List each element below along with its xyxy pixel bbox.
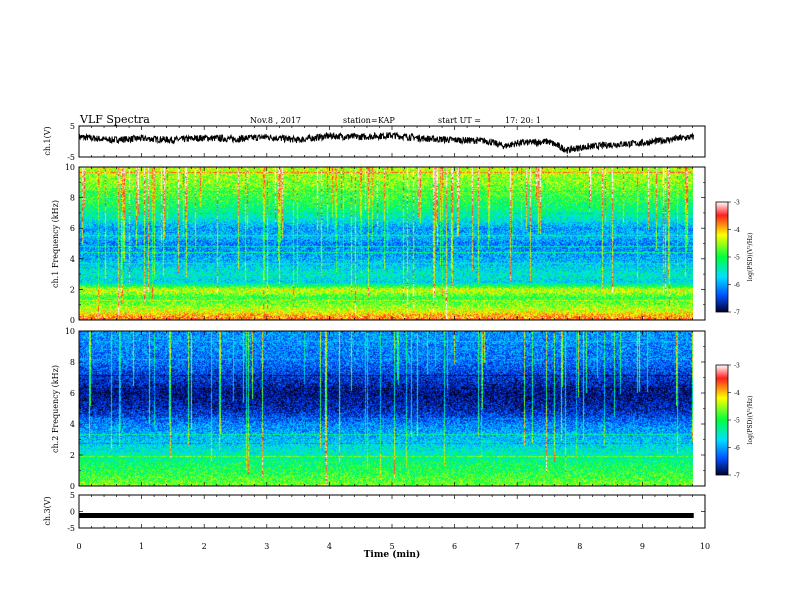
- colorbar-tick-label: -3: [734, 200, 740, 207]
- y-tick-label: 10: [65, 163, 75, 172]
- station-value: KAP: [378, 116, 395, 125]
- colorbar-tick-label: -7: [734, 473, 740, 480]
- colorbar-tick-label: -4: [734, 390, 740, 397]
- ch2-spectrogram-ylabel: ch.2 Frequency (kHz): [51, 365, 60, 453]
- station-label: station=: [343, 116, 378, 125]
- x-tick-label: 6: [452, 542, 457, 551]
- colorbar-tick-label: -7: [734, 310, 740, 317]
- y-tick-label: 6: [70, 224, 75, 233]
- colorbar-tick-label: -5: [734, 255, 740, 262]
- ch1-colorbar-label: log(PSD)(V²/Hz): [747, 233, 754, 282]
- x-tick-label: 4: [327, 542, 332, 551]
- x-tick-label: 8: [577, 542, 582, 551]
- ch1-waveform-panel: ch.1(V): [43, 125, 706, 158]
- x-tick-label: 2: [202, 542, 207, 551]
- y-tick-label: 4: [70, 255, 75, 264]
- x-tick-label: 3: [264, 542, 269, 551]
- start-time: 17: 20: 1: [505, 116, 541, 125]
- ch1-spectrogram-image: [79, 167, 693, 320]
- x-tick-label: 1: [139, 542, 144, 551]
- colorbar-tick-label: -3: [734, 363, 740, 370]
- ch3-waveform-ylabel: ch.3(V): [43, 496, 52, 525]
- date-text: Nov.8 , 2017: [250, 116, 301, 125]
- ch2-colorbar-label: log(PSD)(V²/Hz): [747, 396, 754, 445]
- ch2-colorbar: log(PSD)(V²/Hz): [715, 364, 754, 476]
- y-tick-label: 0: [70, 482, 75, 491]
- ch1-waveform-ylabel: ch.1(V): [43, 126, 52, 155]
- x-tick-label: 0: [76, 542, 81, 551]
- colorbar-tick-label: -4: [734, 227, 740, 234]
- ch3-waveform-panel: ch.3(V): [43, 494, 706, 529]
- ch1-waveform-line: [78, 131, 694, 154]
- y-tick-label: 6: [70, 389, 75, 398]
- figure-title: VLF Spectra: [79, 113, 150, 126]
- x-axis-label: Time (min): [364, 549, 421, 560]
- y-tick-label: 5: [70, 491, 75, 500]
- y-tick-label: 4: [70, 420, 75, 429]
- y-tick-label: 0: [70, 508, 75, 517]
- axis-ticks: 0 1 2 3 4 5 6 7 8 9 105-50246810024681050-5-3-4-5-…: [65, 122, 740, 551]
- ch2-spectrogram-image: [79, 331, 693, 486]
- colorbar-tick-label: -6: [734, 282, 740, 289]
- y-tick-label: -5: [67, 153, 75, 162]
- y-tick-label: 8: [70, 358, 75, 367]
- x-tick-label: 9: [640, 542, 645, 551]
- ch1-spectrogram-panel: [78, 166, 706, 321]
- ch1-spectrogram-ylabel: ch.1 Frequency (kHz): [51, 200, 60, 288]
- x-tick-label: 10: [700, 542, 710, 551]
- x-tick-label: 7: [515, 542, 520, 551]
- y-tick-label: 2: [70, 451, 75, 460]
- y-tick-label: -5: [67, 524, 75, 533]
- y-tick-label: 10: [65, 327, 75, 336]
- colorbar-tick-label: -5: [734, 418, 740, 425]
- y-tick-label: 5: [70, 122, 75, 131]
- x-tick-label: 5: [389, 542, 394, 551]
- start-label: start UT =: [438, 116, 481, 125]
- y-tick-label: 8: [70, 194, 75, 203]
- y-tick-label: 2: [70, 285, 75, 294]
- y-tick-label: 0: [70, 316, 75, 325]
- ch2-spectrogram-panel: [78, 330, 706, 487]
- colorbar-tick-label: -6: [734, 445, 740, 452]
